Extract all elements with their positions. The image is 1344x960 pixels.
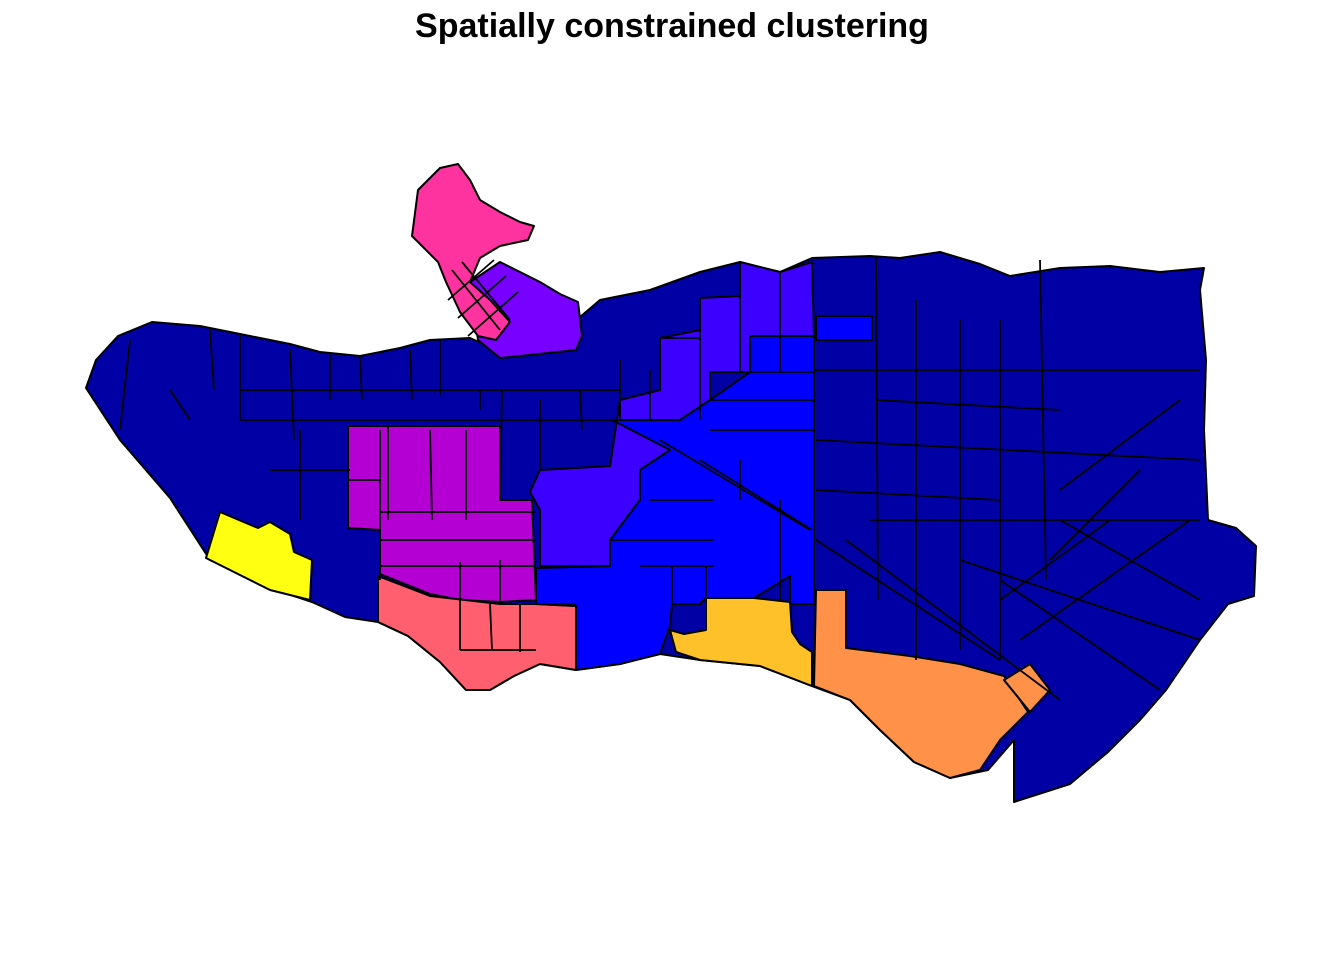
region-orange-small	[1003, 663, 1051, 713]
region-pink	[411, 163, 535, 341]
region-amber	[669, 597, 813, 687]
region-blue-small	[815, 315, 873, 341]
map-title: Spatially constrained clustering	[415, 7, 929, 45]
region-orange	[813, 589, 1029, 779]
region-yellow	[205, 511, 313, 601]
region-salmon	[377, 575, 577, 691]
boundary-lines	[119, 255, 1201, 701]
pink-grid	[447, 259, 519, 337]
